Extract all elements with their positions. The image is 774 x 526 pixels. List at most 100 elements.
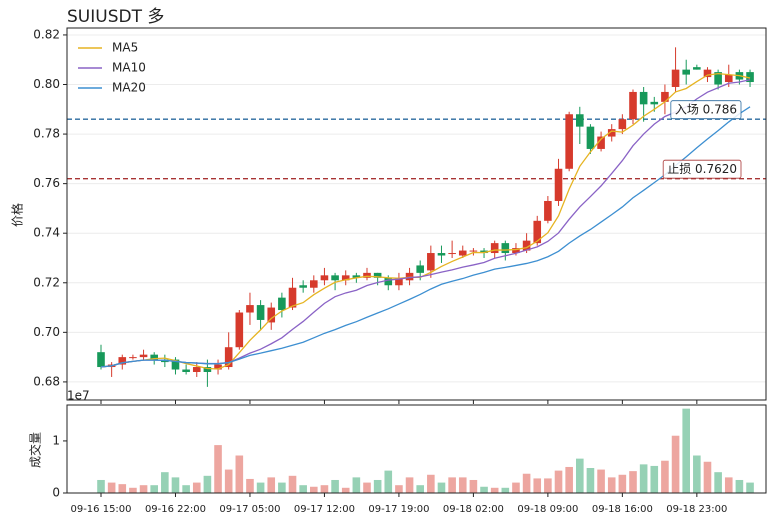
candle-body [576,114,584,127]
volume-bar [597,469,605,493]
label-box [670,100,742,120]
volume-bar [629,471,637,493]
candle-body [501,243,510,254]
candle-body [171,359,180,370]
offset-label: 1e7 [67,389,90,403]
y-tick-label: 0.80 [33,77,60,91]
volume-bar [512,482,520,493]
candle-body [267,307,276,323]
volume-bar [118,484,127,493]
volume-bar [352,477,361,493]
candle-body [235,312,244,348]
legend-label: MA20 [112,81,146,95]
reference-label: 入场 0.786 [675,103,737,117]
y-tick-label: 0.68 [33,374,60,388]
candle-body [746,72,754,83]
volume-bar [97,479,105,493]
volume-bar [373,479,382,493]
y-tick-label: 0.70 [33,325,60,339]
ma-line [100,79,751,368]
volume-bar [427,474,435,493]
candle-body [693,67,701,70]
volume-bar [278,482,286,493]
volume-bar [107,482,116,493]
volume-bar [203,475,212,493]
y-tick-label: 0.74 [33,226,60,240]
candle-body [682,69,690,75]
volume-bar [639,464,648,493]
candle-body [565,114,573,169]
candle-body [320,275,329,281]
volume-bar [618,474,627,493]
volume-bar [661,460,669,493]
volume-bar [139,485,148,493]
label-box [662,159,742,179]
x-tick-label: 09-18 16:00 [592,504,653,515]
axes-frame [66,404,767,494]
volume-bar [320,485,329,493]
candle-body [618,119,627,130]
x-tick-label: 09-18 09:00 [517,504,578,515]
y-tick-label: 0.76 [33,176,60,190]
volume-bar [224,469,233,493]
y-tick-label: 0 [52,486,60,500]
volume-bar [490,487,499,493]
candle-body [214,364,222,370]
candle-body [724,74,733,83]
candle-body [224,347,233,368]
volume-bar [161,472,169,493]
legend-label: MA10 [112,61,146,75]
legend-label: MA5 [112,41,138,55]
volume-bar [288,475,297,493]
candle-body [341,275,350,281]
volume-bar [724,477,733,493]
candle-body [650,101,659,105]
volume-bar [448,477,456,493]
volume-bar [565,466,573,493]
x-tick-label: 09-17 05:00 [219,504,280,515]
volume-bar [310,486,318,493]
candle-body [150,354,158,360]
candle-body [192,367,201,372]
volume-bar [746,482,754,493]
volume-bar [182,485,190,493]
volume-bar [235,455,244,493]
candle-body [586,126,595,149]
candle-body [182,369,190,372]
candle-body [427,253,435,271]
volume-bar [703,461,712,493]
candle-body [384,277,393,286]
volume-bar [693,455,701,493]
volume-bar [299,485,307,493]
candle-body [352,275,361,278]
volume-bar [246,478,254,493]
volume-bar [437,482,446,493]
volume-bar [671,435,680,493]
volume-bar [150,485,158,493]
candle-body [129,357,137,359]
volume-bar [480,486,488,493]
ma-line [100,72,751,370]
volume-bar [682,408,690,493]
volume-bar [363,482,371,493]
candle-body [139,354,148,358]
candle-body [512,248,520,254]
candle-body [458,250,467,256]
y-tick-label: 0.78 [33,127,60,141]
y-tick-label: 1 [52,433,60,447]
candle-body [373,272,382,278]
volume-bar [522,473,531,493]
x-tick-label: 09-16 15:00 [70,504,131,515]
x-tick-label: 09-16 22:00 [145,504,206,515]
volume-bar [331,479,339,493]
candle-body [331,275,339,281]
volume-bar [501,487,510,493]
volume-bar [714,472,722,493]
candle-body [246,305,254,313]
candle-body [437,253,446,256]
x-tick-label: 09-17 12:00 [294,504,355,515]
candle-body [278,297,286,311]
candle-body [256,305,265,320]
volume-bar [171,477,180,493]
